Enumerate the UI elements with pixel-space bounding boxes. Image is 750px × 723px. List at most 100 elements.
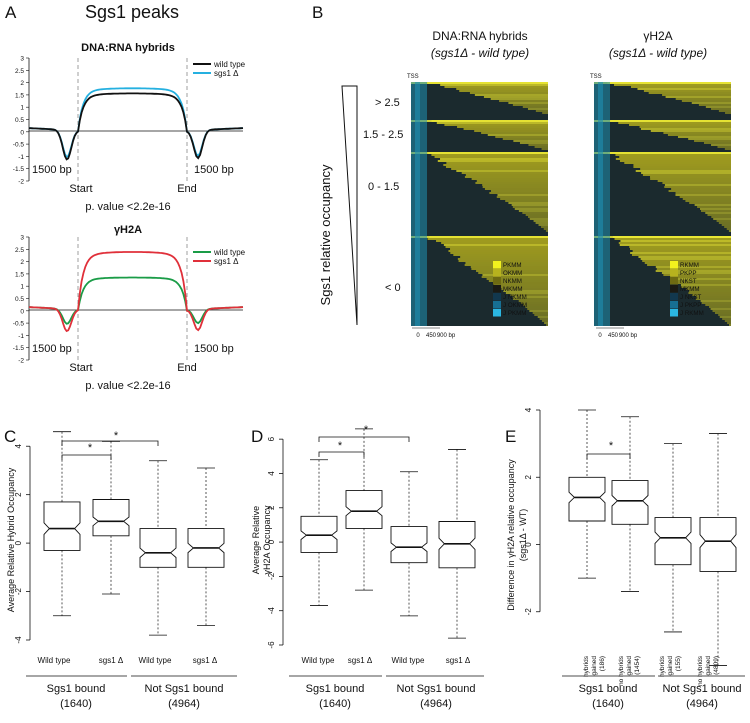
hybrid-profile-title: DNA:RNA hybrids	[81, 42, 175, 54]
heatmap-band	[648, 92, 731, 94]
legend-label: PKPP	[680, 270, 697, 277]
y-tick-label: -1.5	[13, 345, 25, 352]
heatmap-band	[461, 172, 548, 174]
heatmap-band	[471, 178, 548, 180]
box-label: (155)	[675, 656, 682, 671]
heatmap-band	[474, 130, 548, 132]
heatmap-band	[481, 276, 548, 278]
heatmap-band	[484, 188, 548, 190]
group-count-bound: (1640)	[60, 698, 92, 710]
heatmap-band	[619, 244, 731, 246]
heatmap2-xtick-900: 900 bp	[619, 333, 638, 339]
box	[43, 501, 81, 551]
group-label-low: 0 - 1.5	[368, 181, 399, 193]
heatmap-band	[629, 124, 731, 126]
heatmap-band	[722, 318, 731, 320]
heatmap-band	[703, 142, 731, 144]
heatmap-band	[444, 86, 548, 88]
legend-swatch	[670, 301, 678, 309]
heatmap-band	[544, 322, 548, 324]
heatmap-band	[682, 198, 731, 200]
heatmap-band	[681, 286, 731, 288]
heatmap-band	[534, 146, 548, 148]
group-label-bound: Sgs1 bound	[47, 683, 106, 695]
gh2a-profile-title: γH2A	[114, 224, 142, 236]
panel-a: A Sgs1 peaks DNA:RNA hybrids 3 2.5 2 1.5 1 0.…	[5, 2, 246, 392]
heatmap-band	[481, 132, 548, 134]
box-label: gained	[591, 656, 598, 676]
heatmap-band	[635, 170, 731, 172]
heatmap-band	[482, 184, 548, 186]
significance-bracket	[318, 451, 365, 457]
legend-label: NKST	[680, 278, 697, 285]
heatmap-band	[661, 272, 731, 274]
box	[390, 526, 428, 564]
heatmap-band	[474, 94, 548, 96]
box-label: no hybrids	[618, 655, 625, 686]
box-label: (1454)	[634, 656, 641, 675]
heatmap1-subtitle: (sgs1Δ - wild type)	[431, 46, 529, 60]
heatmap-band	[632, 250, 731, 252]
heatmap-band	[541, 148, 548, 150]
end-label: End	[177, 362, 197, 374]
heatmap-band	[614, 238, 731, 240]
heatmap-band	[539, 318, 548, 320]
heatmap-band	[711, 108, 731, 110]
heatmap-band	[680, 284, 731, 286]
heatmap-band	[670, 276, 731, 278]
panel-d-boxplot: -6 -4 -2 0 2 4 6	[267, 428, 476, 649]
heatmap-band	[464, 264, 548, 266]
heatmap-band	[657, 180, 731, 182]
heatmap-band	[500, 286, 548, 288]
heatmap-band	[443, 244, 548, 246]
heatmap-band	[644, 262, 731, 264]
panel-d: D Average Relative γH2A Occupancy -6 -4 -2…	[251, 424, 484, 710]
heatmap-band	[457, 126, 548, 128]
y-tick-label: 2.5	[15, 68, 24, 75]
box	[300, 515, 338, 553]
heatmap-band	[505, 200, 548, 202]
legend-swatch	[493, 277, 501, 285]
hybrid-sgs1-line	[28, 87, 244, 159]
start-label: Start	[69, 183, 92, 195]
heatmap-band	[629, 248, 731, 250]
y-tick-label: 0	[14, 540, 23, 545]
heatmap2-body	[594, 82, 731, 326]
heatmap-band	[528, 216, 548, 218]
group-label-not-bound: Not Sgs1 bound	[397, 683, 476, 695]
box-label: (186)	[599, 656, 606, 671]
heatmap-band	[546, 324, 548, 326]
panel-e: E Difference in γH2A relative occupancy …	[505, 407, 745, 710]
heatmap-band	[675, 194, 731, 196]
heatmap-band	[465, 262, 548, 264]
heatmap-band	[664, 186, 731, 188]
heatmap-band	[620, 240, 731, 242]
heatmap1-title: DNA:RNA hybrids	[432, 29, 527, 43]
legend-swatch	[493, 309, 501, 317]
heatmap-band	[681, 100, 731, 102]
y-tick-label: -2	[18, 358, 24, 365]
panel-letter-d: D	[251, 427, 263, 446]
heatmap-band	[700, 300, 731, 302]
heatmap-band	[685, 200, 731, 202]
legend-label: J OKMM	[503, 302, 527, 309]
significance-star: *	[114, 430, 119, 442]
heatmap-band	[490, 98, 548, 100]
box-label: gained	[667, 656, 674, 676]
box-label: sgs1 Δ	[193, 656, 218, 665]
legend-swatch	[670, 277, 678, 285]
heatmap-band	[631, 254, 731, 256]
y-tick-label: 1	[20, 105, 24, 112]
heatmap-group-top	[411, 120, 548, 122]
heatmap-band	[486, 278, 548, 280]
heatmap-band	[724, 226, 731, 228]
heatmap-band	[427, 238, 548, 240]
y-tick-label: 2	[14, 492, 23, 497]
heatmap1-body	[411, 82, 548, 326]
occupancy-wedge	[341, 85, 358, 326]
heatmap-band	[456, 88, 548, 90]
legend-label: PKMM	[503, 262, 522, 269]
heatmap-band	[633, 164, 731, 166]
heatmap-band	[476, 180, 548, 182]
box-label: sgs1 Δ	[348, 656, 373, 665]
